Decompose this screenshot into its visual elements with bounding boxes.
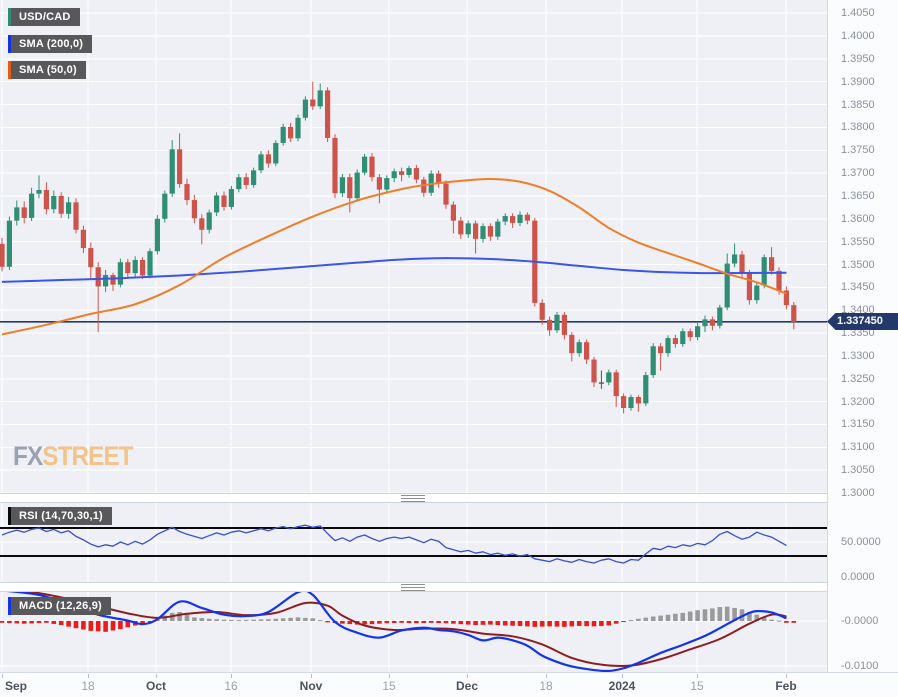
time-axis-tick [88,674,89,678]
current-price-value: 1.337450 [837,315,883,327]
time-axis-label: Sep [4,679,28,693]
price-axis-tick-label: 1.3350 [841,327,875,340]
current-price-tag: 1.337450 [827,313,898,330]
rsi-badge[interactable]: RSI (14,70,30,1) [8,507,112,525]
price-axis-tick-label: 1.3100 [841,441,875,454]
macd-axis-label-zero: -0.0000 [841,615,879,627]
macd-axis-label-low: -0.0100 [841,660,879,672]
sma50-line [1,178,787,336]
rsi-axis-label-0: 0.0000 [841,571,875,583]
time-axis-tick [786,674,787,678]
price-axis-tick-label: 1.3800 [841,121,875,134]
main-price-chart[interactable] [0,0,827,493]
price-axis-tick-label: 1.3250 [841,372,875,385]
price-axis-tick-label: 1.4050 [841,7,875,20]
price-axis-tick-label: 1.3300 [841,349,875,362]
time-axis-label: Oct [145,679,167,693]
price-axis-tick-label: 1.4000 [841,30,875,42]
price-axis-tick-label: 1.3600 [841,212,875,225]
resize-handle-icon[interactable] [401,495,425,502]
watermark-fx: FX [13,441,43,471]
macd-badge[interactable]: MACD (12,26,9) [8,597,111,615]
time-axis-tick [622,674,623,678]
price-axis-tick-label: 1.3150 [841,418,875,431]
time-axis[interactable]: Sep 18 Oct 16 Nov 15 Dec 18 2024 15 Feb [0,672,898,697]
rsi-line [1,524,787,564]
rsi-level-lines [0,527,827,557]
fxstreet-watermark: FXSTREET [13,441,134,472]
time-axis-tick [156,674,157,678]
macd-signal-line [25,592,787,667]
time-axis-label: Nov [299,679,323,693]
price-axis-tick-label: 1.3500 [841,258,875,271]
rsi-panel-chart[interactable] [0,503,827,582]
sma200-badge[interactable]: SMA (200,0) [8,35,93,53]
price-axis-tick-label: 1.3450 [841,281,875,294]
symbol-badge[interactable]: USD/CAD [8,8,80,26]
price-axis-tick-label: 1.3200 [841,395,875,408]
time-axis-label: Feb [775,679,797,693]
price-axis[interactable]: 50.0000 0.0000 -0.0000 -0.0100 1.4050 1.4… [827,0,898,697]
rsi-badge-label: RSI (14,70,30,1) [19,510,103,522]
symbol-badge-label: USD/CAD [19,11,71,23]
time-axis-label: 18 [539,679,553,693]
sma200-badge-label: SMA (200,0) [19,38,84,50]
price-axis-tick-label: 1.3900 [841,75,875,88]
time-axis-tick [697,674,698,678]
time-axis-tick [231,674,232,678]
price-axis-tick-label: 1.3650 [841,189,875,202]
sma200-line [1,257,787,283]
candlesticks [0,81,797,414]
price-axis-tick-label: 1.3050 [841,464,875,477]
macd-badge-label: MACD (12,26,9) [19,600,102,612]
price-axis-tick-label: 1.3750 [841,144,875,157]
macd-main-line [6,592,787,672]
rsi-axis-label-50: 50.0000 [841,536,881,548]
time-axis-label: 15 [382,679,396,693]
macd-histogram [0,606,797,632]
time-axis-label: 2024 [608,679,636,693]
horizontal-gridlines [0,12,827,493]
time-axis-tick [467,674,468,678]
price-axis-tick-label: 1.3950 [841,52,875,65]
price-axis-tick-label: 1.3700 [841,167,875,180]
sma50-badge-label: SMA (50,0) [19,64,77,76]
time-axis-label: Dec [455,679,479,693]
time-axis-label: 15 [690,679,704,693]
price-axis-tick-label: 1.3550 [841,235,875,248]
time-axis-tick [311,674,312,678]
resize-handle-icon[interactable] [401,584,425,591]
time-axis-tick [546,674,547,678]
time-axis-label: 18 [81,679,95,693]
time-axis-tick [2,674,3,678]
macd-panel-chart[interactable] [0,592,827,672]
time-axis-label: 16 [224,679,238,693]
panel-divider-rsi [0,493,898,503]
price-axis-tick-label: 1.3000 [841,487,875,499]
watermark-street: STREET [42,441,133,471]
sma50-badge[interactable]: SMA (50,0) [8,61,86,79]
time-axis-tick [389,674,390,678]
price-axis-tick-label: 1.3850 [841,98,875,111]
panel-divider-macd [0,582,898,592]
